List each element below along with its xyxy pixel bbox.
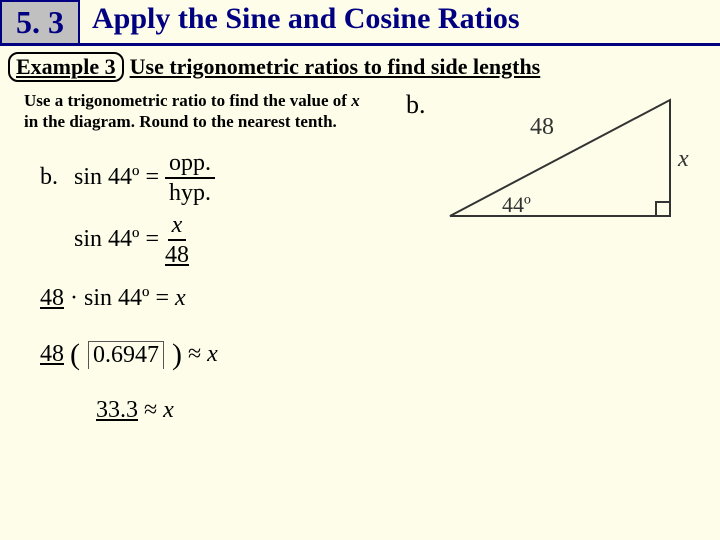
part-b-label: b. — [406, 90, 426, 120]
approx: ≈ — [144, 397, 157, 424]
lparen: ( — [70, 338, 80, 372]
coef: 48 — [40, 285, 64, 312]
angle-label: 44º — [502, 192, 531, 217]
frac-top: x — [168, 213, 187, 241]
coef: 48 — [40, 341, 64, 368]
example-description: Use trigonometric ratios to find side le… — [130, 54, 541, 80]
fraction: opp. hyp. — [165, 151, 215, 205]
frac-bot: 48 — [165, 241, 189, 267]
hyp-label: 48 — [530, 114, 554, 140]
example-row: Example 3 Use trigonometric ratios to fi… — [0, 52, 720, 82]
example-tag: Example 3 — [8, 52, 124, 82]
lhs: sin 44º — [74, 164, 139, 191]
approx: ≈ — [188, 341, 201, 368]
work-row-5: 33.3 ≈ x — [40, 387, 720, 435]
fraction: x 48 — [165, 213, 189, 267]
rhs: x — [163, 397, 174, 424]
instruction-text: Use a trigonometric ratio to find the va… — [24, 90, 364, 133]
content: Use a trigonometric ratio to find the va… — [0, 90, 720, 435]
instruction-x: x — [351, 91, 360, 110]
eq: = — [145, 226, 159, 253]
work-part-label: b. — [40, 164, 74, 191]
mid: · sin 44º = — [70, 285, 169, 312]
work-row-3: 48 · sin 44º = x — [40, 275, 720, 323]
frac-bot: hyp. — [169, 179, 211, 205]
header: 5. 3 Apply the Sine and Cosine Ratios — [0, 0, 720, 46]
work-row-4: 48 ( 0.6947 ) ≈ x — [40, 331, 720, 379]
boxed-value: 0.6947 — [88, 341, 164, 369]
triangle-diagram: b. 48 x 44º — [440, 86, 700, 241]
section-number: 5. 3 — [0, 0, 80, 43]
lhs: sin 44º — [74, 226, 139, 253]
instruction-part1: Use a trigonometric ratio to find the va… — [24, 91, 351, 110]
page-title: Apply the Sine and Cosine Ratios — [80, 0, 720, 43]
rhs: x — [207, 341, 218, 368]
frac-top: opp. — [165, 151, 215, 179]
eq: = — [145, 164, 159, 191]
opp-label: x — [677, 146, 689, 172]
instruction-part2: in the diagram. Round to the nearest ten… — [24, 112, 337, 131]
rparen: ) — [172, 338, 182, 372]
answer: 33.3 — [96, 397, 138, 424]
rhs: x — [175, 285, 186, 312]
triangle-svg: 48 x 44º — [440, 86, 700, 236]
